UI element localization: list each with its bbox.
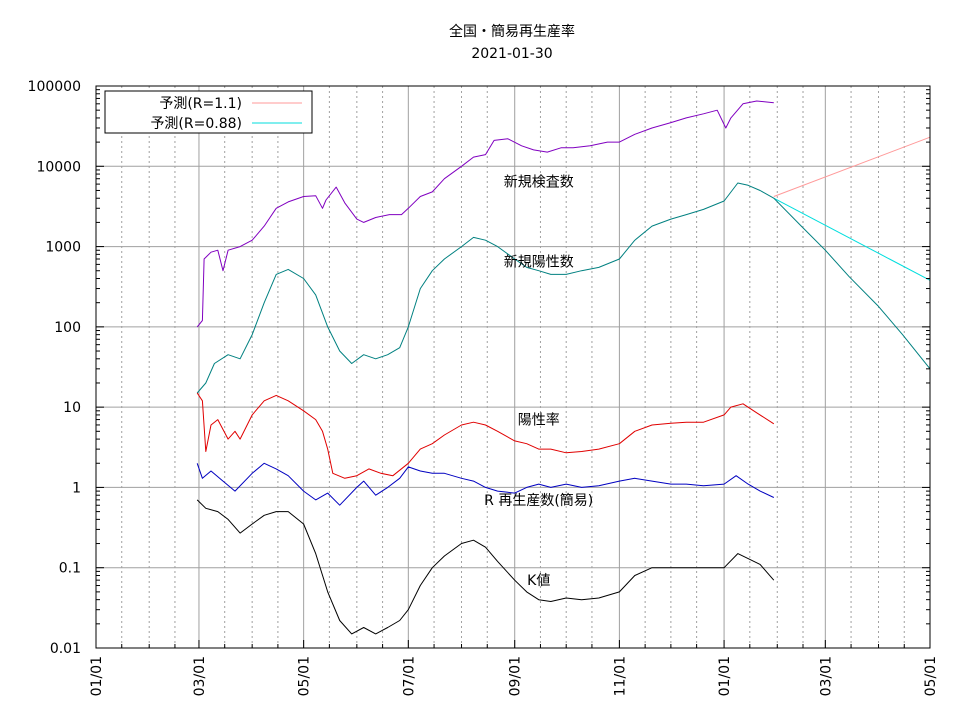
y-tick-label: 1 bbox=[72, 480, 81, 496]
chart-subtitle: 2021-01-30 bbox=[471, 46, 552, 62]
y-tick-label: 1000 bbox=[45, 240, 81, 256]
plot-frame bbox=[95, 85, 931, 649]
annotation-label: 新規検査数 bbox=[504, 174, 574, 190]
x-tick-label: 11/01 bbox=[612, 656, 628, 696]
annotation-label: 陽性率 bbox=[518, 412, 560, 429]
y-tick-label: 0.01 bbox=[50, 641, 81, 657]
series-line-2 bbox=[196, 100, 774, 328]
x-tick-label: 03/01 bbox=[818, 656, 834, 696]
x-tick-label: 01/01 bbox=[89, 656, 105, 696]
x-tick-label: 09/01 bbox=[508, 656, 524, 696]
series-line-0 bbox=[773, 136, 931, 197]
chart-title: 全国・簡易再生産率 bbox=[449, 23, 575, 40]
series-line-4 bbox=[196, 392, 775, 479]
annotation-label: R 再生産数(簡易) bbox=[484, 493, 593, 509]
legend: 予測(R=1.1) 予測(R=0.88) bbox=[104, 90, 313, 134]
series-line-6 bbox=[196, 499, 775, 635]
x-tick-label: 03/01 bbox=[192, 656, 208, 696]
y-tick-label: 10 bbox=[63, 400, 81, 416]
x-tick-label: 01/01 bbox=[717, 656, 733, 696]
x-tick-label: 07/01 bbox=[401, 656, 417, 696]
annotation-label: K値 bbox=[527, 573, 550, 589]
legend-box bbox=[104, 90, 313, 134]
annotation-label: 新規陽性数 bbox=[504, 255, 574, 271]
y-tick-label: 100 bbox=[54, 320, 81, 336]
legend-entry-label: 予測(R=1.1) bbox=[159, 96, 242, 112]
series-lines bbox=[196, 100, 931, 635]
x-tick-label: 05/01 bbox=[923, 656, 939, 696]
grid-lines bbox=[95, 85, 931, 649]
x-tick-label: 05/01 bbox=[297, 656, 313, 696]
y-tick-label: 100000 bbox=[28, 79, 81, 95]
series-line-3 bbox=[196, 182, 931, 394]
series-line-5 bbox=[196, 462, 775, 506]
y-tick-label: 0.1 bbox=[59, 561, 81, 577]
legend-entry-label: 予測(R=0.88) bbox=[150, 116, 242, 132]
y-tick-label: 10000 bbox=[36, 159, 81, 175]
axis-ticks: 01/01 03/01 05/01 07/01 09/01 11/01 01/01 03/01… bbox=[28, 79, 939, 696]
series-line-1 bbox=[773, 197, 931, 281]
